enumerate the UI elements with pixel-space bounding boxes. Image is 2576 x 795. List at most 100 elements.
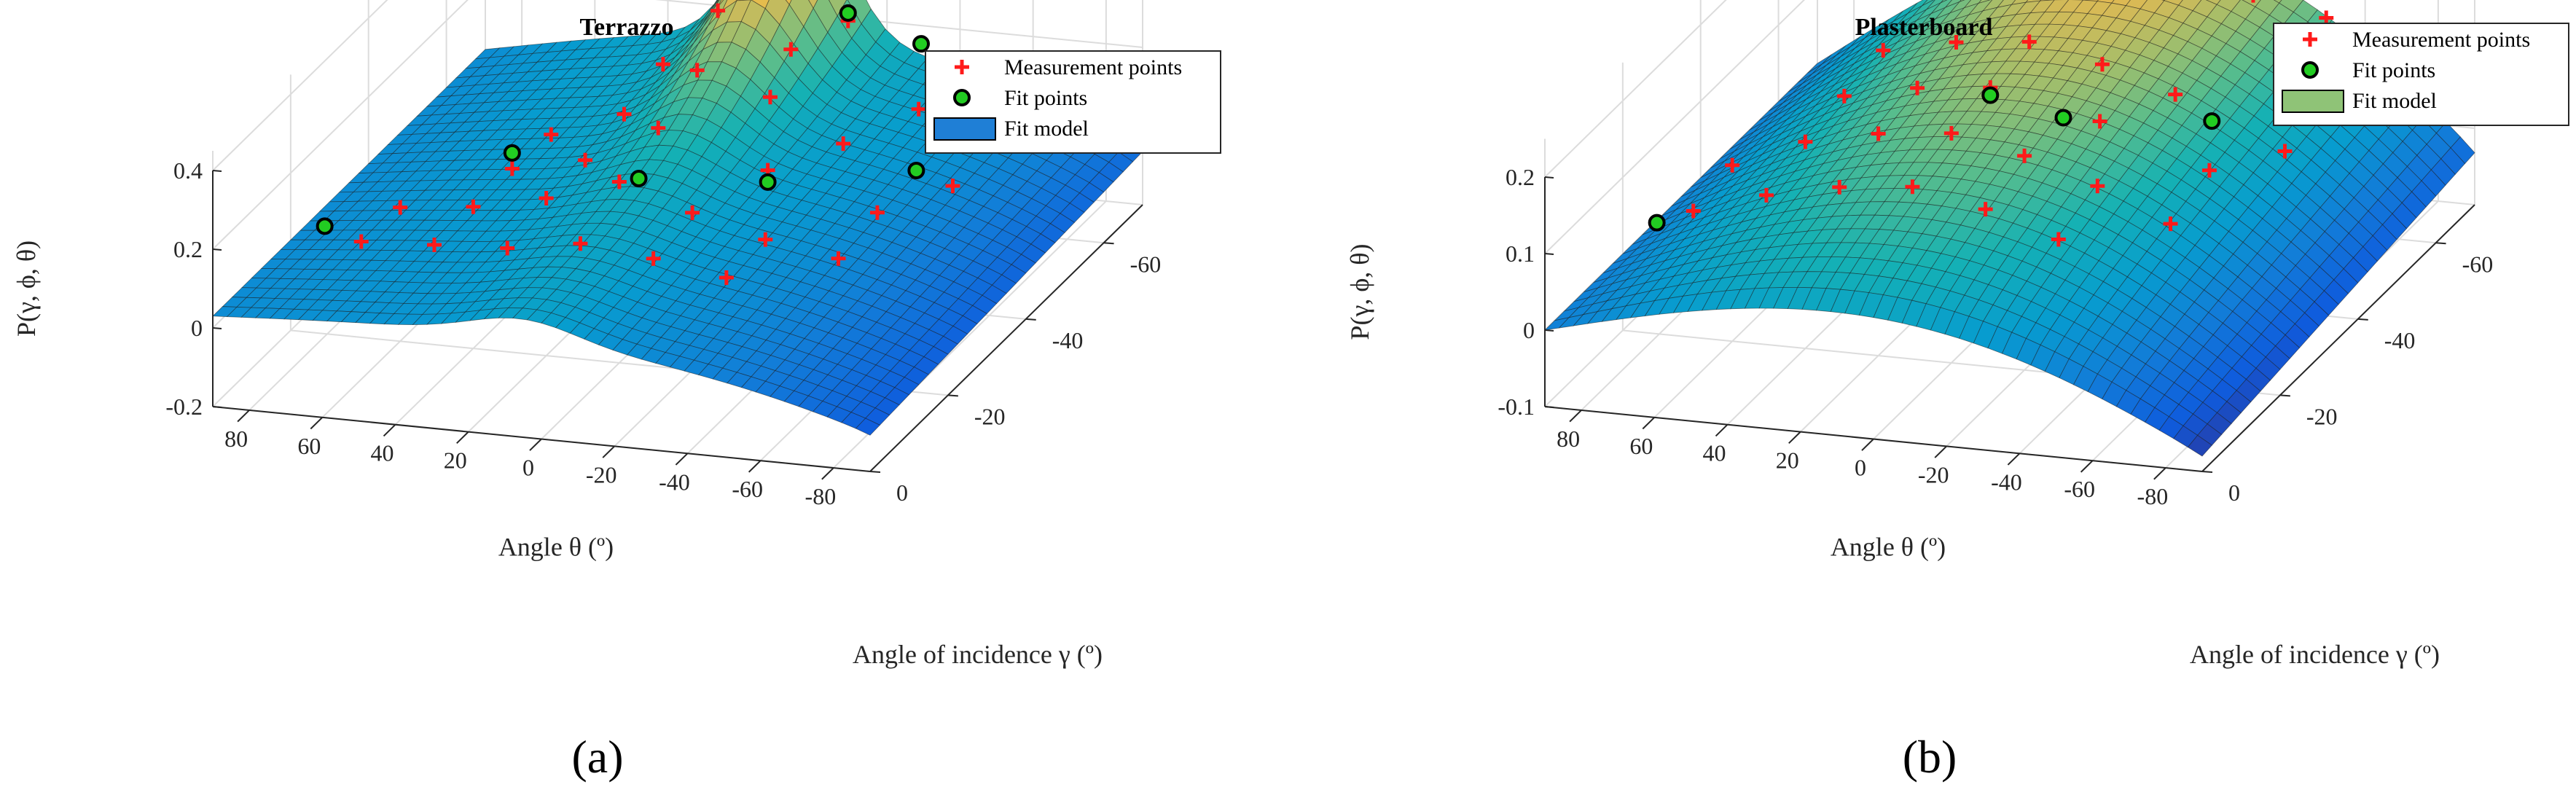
grid-line <box>1544 0 1727 178</box>
fit-point <box>2054 109 2072 127</box>
x-tick-mark <box>310 417 324 430</box>
measurement-point <box>1832 179 1847 195</box>
y-tick-mark <box>2357 318 2368 321</box>
fit-model-surface <box>212 0 1143 436</box>
panel-a-terrazzo: 80 60 40 20 0 -20 -40 -60 -80 0 -20 -40 -60 -0.2 0 0.2 0… <box>12 0 1221 783</box>
measurement-point <box>1686 203 1701 219</box>
measurement-point <box>2092 114 2107 129</box>
legend-fit-marker <box>953 89 971 106</box>
z-tick-mark <box>212 248 222 251</box>
measurement-point <box>2051 232 2066 247</box>
measurement-point <box>869 205 885 220</box>
x-tick-label: 20 <box>1776 447 1799 474</box>
measurement-point <box>710 3 726 18</box>
z-tick-label: -0.2 <box>165 393 203 420</box>
measurement-point <box>836 136 851 152</box>
y-tick-mark <box>1025 318 1036 321</box>
surface-patch <box>855 418 881 436</box>
legend-entry: Fit model <box>1004 117 1089 141</box>
measurement-point <box>2090 179 2105 194</box>
fit-point <box>912 35 931 53</box>
z-axis-label: P(γ, ϕ, θ) <box>1345 243 1374 340</box>
x-tick-mark <box>529 438 542 451</box>
measurement-point <box>544 127 559 142</box>
y-tick-mark <box>869 471 881 473</box>
x-tick-mark <box>1934 445 1947 458</box>
measurement-point <box>573 236 588 251</box>
y-axis-line <box>869 204 1143 472</box>
measurement-point <box>2163 216 2178 232</box>
x-tick-label: -20 <box>1918 461 1949 487</box>
panel-b-plasterboard: 80 60 40 20 0 -20 -40 -60 -80 0 -20 -40 -60 -0.1 0 0.1 0… <box>1345 0 2569 783</box>
x-axis-label: Angle θ (º) <box>1831 533 1946 562</box>
x-tick-label: 40 <box>1703 440 1726 466</box>
measurement-point <box>426 238 442 253</box>
measurement-point <box>504 161 520 176</box>
legend-entry: Fit model <box>2352 89 2437 113</box>
z-tick-label: 0.2 <box>173 236 203 262</box>
measurement-point <box>945 179 960 194</box>
x-tick-label: 60 <box>1629 433 1653 459</box>
measurement-point <box>578 152 593 168</box>
x-tick-mark <box>821 467 834 480</box>
measurement-point <box>2277 144 2293 159</box>
z-tick-label: 0 <box>1523 317 1535 343</box>
y-axis-line <box>2201 204 2475 472</box>
x-tick-mark <box>2153 467 2166 480</box>
measurement-point <box>646 251 661 266</box>
x-tick-label: -20 <box>586 461 617 487</box>
panel-label: (b) <box>1903 731 1957 783</box>
x-tick-mark <box>237 410 250 423</box>
measurement-point <box>500 240 515 256</box>
measurement-point <box>911 101 926 117</box>
measurement-point <box>831 251 846 266</box>
y-tick-label: -40 <box>1052 327 1084 353</box>
legend-measurement-marker <box>955 60 969 74</box>
z-axis-label: P(γ, ϕ, θ) <box>12 240 41 337</box>
x-tick-mark <box>1569 410 1582 423</box>
surface-patch <box>736 0 751 1</box>
z-tick-mark <box>1544 329 1554 332</box>
measurement-point <box>1758 187 1774 203</box>
x-tick-mark <box>748 460 762 473</box>
chart-title: Plasterboard <box>1855 14 1993 41</box>
fit-point <box>1648 214 1666 232</box>
measurement-point <box>1725 157 1740 173</box>
legend: Measurement points Fit points Fit model <box>2273 23 2569 126</box>
y-tick-label: -60 <box>1130 251 1162 277</box>
grid-line <box>1544 0 1806 254</box>
y-tick-label: 0 <box>896 479 908 506</box>
legend-entry: Fit points <box>1004 86 1087 110</box>
measurement-point <box>2168 87 2183 102</box>
fit-point <box>759 173 777 191</box>
measurement-point <box>1876 43 1891 58</box>
legend-model-swatch <box>2282 90 2344 113</box>
surface-patch <box>2187 434 2213 457</box>
measurement-point <box>2094 57 2110 72</box>
x-tick-label: -80 <box>2137 483 2169 509</box>
x-tick-label: 80 <box>224 426 248 452</box>
measurement-point <box>1978 202 1993 217</box>
chart-title: Terrazzo <box>579 14 673 41</box>
x-tick-label: 0 <box>522 455 534 481</box>
x-tick-label: 80 <box>1557 426 1580 452</box>
x-tick-label: -40 <box>1991 469 2022 495</box>
y-tick-mark <box>947 394 958 397</box>
measurement-point <box>539 191 554 206</box>
x-tick-label: 0 <box>1855 455 1866 481</box>
measurement-point <box>685 205 700 220</box>
measurement-point <box>1910 80 1925 95</box>
measurement-point <box>1836 88 1852 103</box>
panel-label: (a) <box>571 731 623 783</box>
y-tick-mark <box>2201 471 2213 473</box>
measurement-point <box>651 120 666 136</box>
measurement-point <box>1949 34 1964 50</box>
x-tick-mark <box>1642 417 1656 430</box>
y-tick-label: -60 <box>2462 251 2494 277</box>
measurement-point <box>466 199 481 214</box>
x-axis-label: Angle θ (º) <box>498 533 614 562</box>
surface-patch <box>1977 0 1992 4</box>
z-tick-label: 0 <box>191 315 203 341</box>
y-tick-label: -40 <box>2384 327 2416 353</box>
